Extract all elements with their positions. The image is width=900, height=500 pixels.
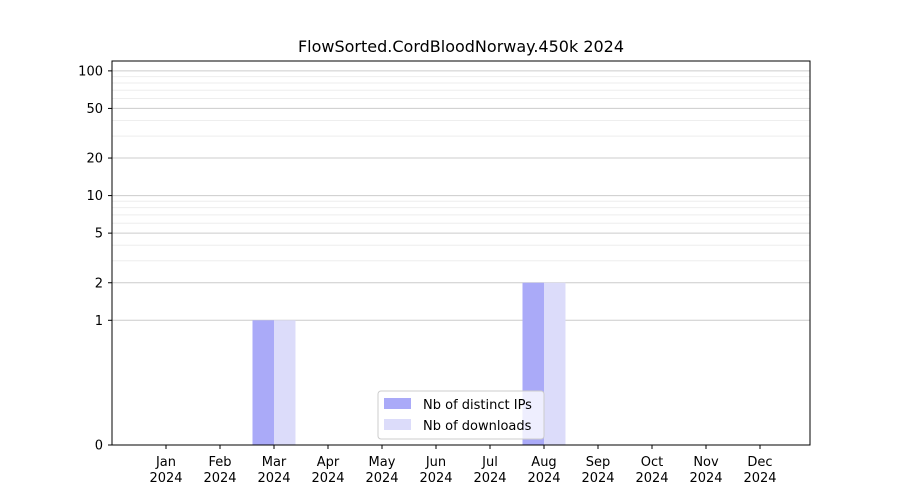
legend-swatch-downloads [384,419,411,430]
x-tick-label-month: Aug [531,455,556,470]
bar-distinct-ips [252,320,274,445]
x-tick-label-year: 2024 [365,471,398,486]
x-tick-label-year: 2024 [635,471,668,486]
chart-title: FlowSorted.CordBloodNorway.450k 2024 [298,37,624,56]
x-tick-label-year: 2024 [419,471,452,486]
bar-downloads [274,320,296,445]
legend: Nb of distinct IPs Nb of downloads [377,390,545,440]
x-tick-label-year: 2024 [473,471,506,486]
plot-area-frame [111,60,811,446]
y-tick-label: 50 [86,102,103,117]
x-tick-label-month: Feb [208,455,231,470]
y-tick-label: 100 [78,64,103,79]
legend-label-downloads: Nb of downloads [423,419,532,434]
grid [112,70,810,446]
x-tick-label-month: Nov [693,455,719,470]
legend-label-distinct-ips: Nb of distinct IPs [423,398,532,413]
x-tick-label-year: 2024 [149,471,182,486]
x-tick-label-month: Jun [425,455,446,470]
x-tick-label-month: Jan [155,455,176,470]
legend-box [377,390,545,440]
x-tick-label-month: Mar [262,455,287,470]
x-tick-label-month: Jul [481,455,498,470]
x-tick-label-month: May [369,455,396,470]
x-tick-label-year: 2024 [581,471,614,486]
x-tick-label-month: Apr [317,455,340,470]
x-tick-label-year: 2024 [743,471,776,486]
x-tick-label-month: Oct [641,455,663,470]
x-tick-label-year: 2024 [203,471,236,486]
y-tick-label: 20 [86,152,103,167]
y-axis: 0 1 2 5 10 20 50 100 [78,64,112,454]
y-tick-label: 5 [95,227,103,242]
x-tick-label-year: 2024 [311,471,344,486]
y-tick-label: 1 [95,314,103,329]
legend-swatch-distinct-ips [384,398,411,409]
y-tick-label: 10 [86,189,103,204]
x-tick-label-year: 2024 [257,471,290,486]
x-tick-label-year: 2024 [527,471,560,486]
y-tick-label: 0 [95,439,103,454]
x-tick-label-month: Dec [747,455,772,470]
y-tick-label: 2 [95,276,103,291]
x-axis: Jan2024Feb2024Mar2024Apr2024May2024Jun20… [149,445,777,486]
bar-downloads [544,282,566,445]
x-tick-label-year: 2024 [689,471,722,486]
x-tick-label-month: Sep [586,455,611,470]
